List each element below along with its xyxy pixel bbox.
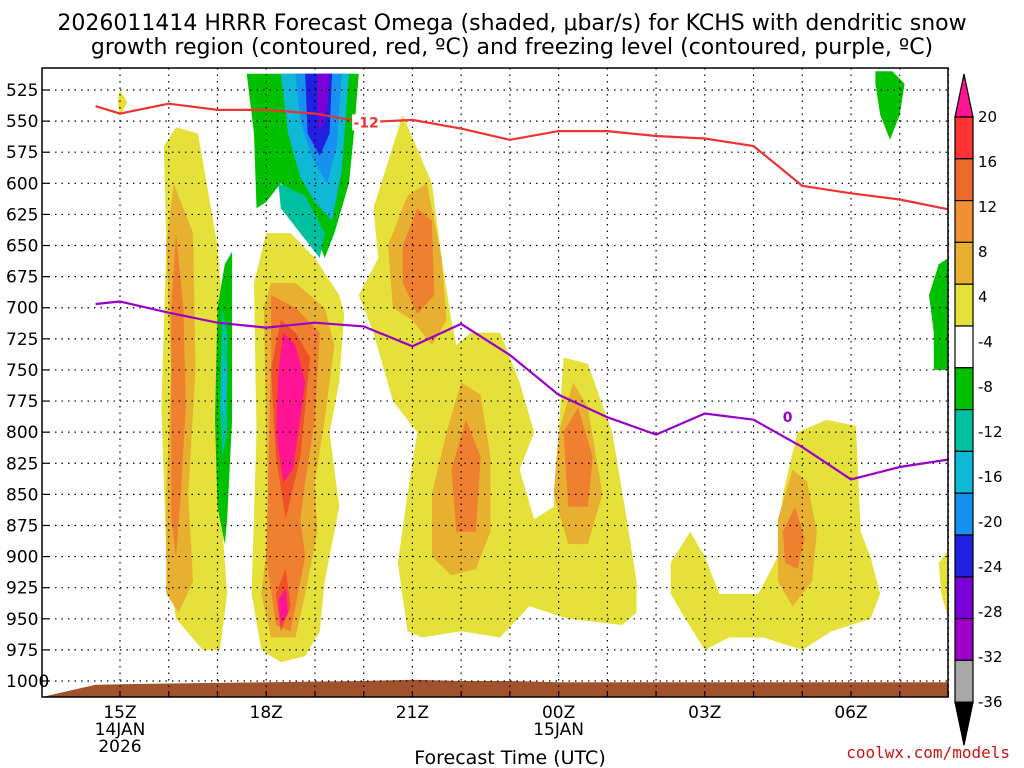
colorbar-segment [954,200,974,244]
colorbar-level-label: -24 [978,558,1003,576]
omega-region-5-3 [929,258,948,370]
omega-region-0-3 [358,114,637,638]
x-axis-label: Forecast Time (UTC) [414,747,605,768]
contour-line-1 [95,300,948,481]
terrain-fill [42,679,948,697]
x-tick-label: 15Z [103,703,136,723]
colorbar-segment [954,325,974,369]
x-tick-label: 21Z [396,703,429,723]
colorbar-segment [954,283,974,327]
y-tick-label: 950 [6,610,38,630]
contour-label-bg [352,114,381,131]
colorbar-level-label: 20 [978,108,997,126]
y-tick-label: 850 [6,485,38,505]
plot-frame [41,67,949,698]
colorbar-segment [954,241,974,285]
terrain-layer [42,679,948,697]
y-tick-label: 725 [6,330,38,350]
colorbar-segment [954,158,974,202]
omega-region-0-0 [117,90,128,117]
colorbar-level-label: -16 [978,468,1003,486]
x-tick-label: 03Z [688,703,721,723]
y-tick-label: 750 [6,361,38,381]
y-tick-label: 775 [6,392,38,412]
y-tick-label: 900 [6,548,38,568]
omega-region-0-4 [670,419,881,650]
colorbar-level-label: -8 [978,378,993,396]
y-tick-label: 800 [6,423,38,443]
colorbar-legend: 20 16 12 8 4 -4 -8 -12 -16 -20 -24 -28 -32 -36 [954,73,1003,746]
omega-region-2-5 [782,506,805,569]
y-tick-label: 550 [6,112,38,132]
colorbar-level-label: 4 [978,288,988,306]
y-tick-label: 650 [6,237,38,257]
y-tick-label: 875 [6,516,38,536]
colorbar-segment [954,617,974,661]
contour-label-bg [779,409,796,426]
omega-region-4-1 [278,587,289,625]
grid-lines [42,68,950,697]
x-tick-label: 2026 [98,737,141,757]
omega-region-2-3 [451,419,481,532]
x-tick-label: 15JAN [533,720,584,740]
x-tick-label: 14JAN [95,720,146,740]
colorbar-segment [954,409,974,453]
x-tick-label: 00Z [542,703,575,723]
contour-label-minus12: -12 [353,115,378,131]
colorbar-level-label: 16 [978,153,997,171]
colorbar-segment [954,659,974,703]
colorbar-top-triangle [954,73,974,118]
y-tick-label: 575 [6,143,38,163]
chart-title-line-2: growth region (contoured, red, ºC) and f… [91,35,933,60]
y-tick-label: 1000 [6,672,49,692]
colorbar-level-label: -12 [978,423,1003,441]
colorbar-level-label: 12 [978,198,997,216]
colorbar-segment [954,450,974,494]
y-tick-label: 925 [6,579,38,599]
omega-region-6-0 [278,183,325,258]
colorbar-segment [954,576,974,620]
colorbar-level-label: -28 [978,603,1003,621]
colorbar-level-label: -36 [978,693,1003,711]
colorbar-level-label: 8 [978,243,988,261]
omega-region-5-2 [875,71,905,140]
colorbar-level-label: -32 [978,648,1003,666]
contour-lines: -12 0 [95,102,948,481]
y-tick-label: 700 [6,299,38,319]
y-tick-label: 600 [6,174,38,194]
colorbar-segment [954,367,974,411]
omega-region-10-0 [317,73,330,134]
x-tick-label: 06Z [834,703,867,723]
colorbar-level-label: -4 [978,333,993,351]
omega-region-7-1 [222,357,228,420]
colorbar-segment [954,534,974,578]
colorbar-segment [954,116,974,160]
colorbar-bottom-triangle [954,701,974,746]
y-tick-label: 975 [6,641,38,661]
chart-title-line-1: 2026011414 HRRR Forecast Omega (shaded, … [57,11,966,36]
y-tick-label: 825 [6,454,38,474]
credit-text: coolwx.com/models [846,743,1010,762]
omega-shading [117,71,948,663]
y-tick-label: 625 [6,205,38,225]
y-tick-label: 525 [6,81,38,101]
x-tick-label: 18Z [250,703,283,723]
contour-line-0 [95,102,948,211]
colorbar-level-label: -20 [978,513,1003,531]
omega-region-2-2 [402,208,435,314]
colorbar-segment [954,492,974,536]
omega-region-2-4 [563,407,593,507]
y-axis-ticks: 525 550 575 600 625 650 675 700 725 750 775 800 825 8… [6,81,49,692]
omega-region-0-5 [938,551,948,618]
contour-label-zero: 0 [783,410,793,426]
y-tick-label: 675 [6,268,38,288]
